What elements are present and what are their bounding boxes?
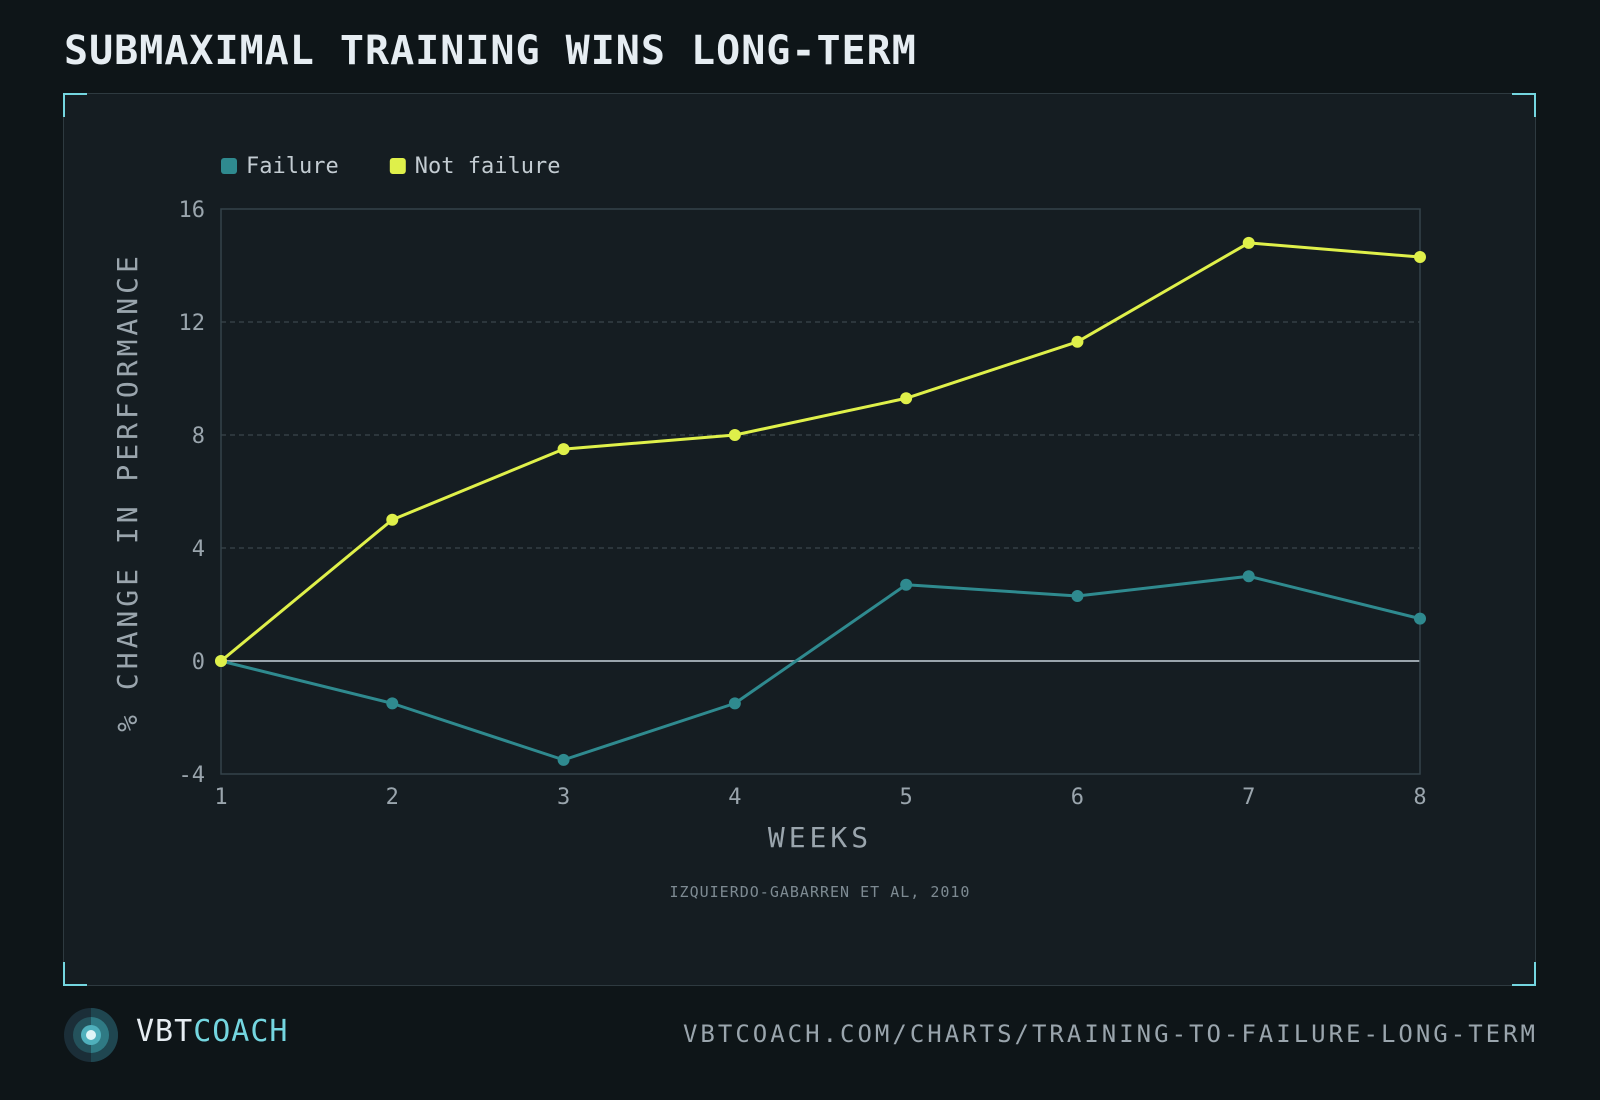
y-tick-label: 0 xyxy=(192,650,205,675)
y-tick-label: 8 xyxy=(192,424,205,449)
brand-name-part2: COACH xyxy=(193,1014,289,1049)
x-tick-label: 6 xyxy=(1071,785,1084,810)
x-axis-title: WEEKS xyxy=(768,821,872,854)
plot-frame xyxy=(220,208,1421,775)
data-point xyxy=(1071,335,1084,348)
x-tick-label: 5 xyxy=(900,785,913,810)
data-point xyxy=(557,753,570,766)
y-tick-label: 12 xyxy=(179,311,206,336)
chart-panel: Failure Not failure -4 0 4 8 12 16 1 2 3 4 5 6 7 8 WEE… xyxy=(63,93,1536,986)
series-line xyxy=(220,241,1421,663)
y-tick-label: 4 xyxy=(192,537,205,562)
data-point xyxy=(900,578,913,591)
data-point xyxy=(1242,236,1255,249)
chart-series xyxy=(215,236,1426,766)
data-point xyxy=(900,392,913,405)
data-point xyxy=(1414,251,1426,264)
legend-label: Failure xyxy=(246,154,339,179)
x-tick-label: 4 xyxy=(728,785,741,810)
y-axis-title: % CHANGE IN PERFORMANCE xyxy=(111,252,144,732)
source-citation: IZQUIERDO-GABARREN ET AL, 2010 xyxy=(670,883,971,901)
x-tick-label: 1 xyxy=(214,785,227,810)
x-tick-label: 8 xyxy=(1413,785,1426,810)
data-point xyxy=(1071,590,1084,603)
data-point xyxy=(215,655,227,667)
corner-bracket-bottom-left xyxy=(63,962,87,986)
vbtcoach-logo-icon xyxy=(64,1008,118,1062)
data-point xyxy=(728,429,741,441)
corner-bracket-bottom-right xyxy=(1512,962,1536,986)
data-point xyxy=(728,697,741,710)
data-point xyxy=(1414,612,1426,625)
data-point xyxy=(386,513,399,526)
y-tick-label: 16 xyxy=(179,198,206,223)
data-point xyxy=(557,443,570,456)
chart-gridlines xyxy=(221,321,1420,662)
data-point xyxy=(1242,570,1255,583)
legend-label: Not failure xyxy=(415,154,561,179)
footer-url: VBTCOACH.COM/CHARTS/TRAINING-TO-FAILURE-… xyxy=(682,1020,1538,1048)
series-line xyxy=(220,574,1421,762)
legend-swatch xyxy=(389,158,406,174)
corner-bracket-top-left xyxy=(63,93,87,117)
x-tick-label: 7 xyxy=(1242,785,1255,810)
page-title: SUBMAXIMAL TRAINING WINS LONG-TERM xyxy=(64,28,917,74)
x-tick-label: 2 xyxy=(386,785,399,810)
data-point xyxy=(386,697,399,710)
brand-name: VBTCOACH xyxy=(136,1014,289,1049)
corner-bracket-top-right xyxy=(1512,93,1536,117)
legend-swatch xyxy=(221,158,237,174)
x-tick-label: 3 xyxy=(557,785,570,810)
chart-legend: Failure Not failure xyxy=(221,154,561,179)
y-tick-label: -4 xyxy=(179,763,206,788)
brand-name-part1: VBT xyxy=(136,1014,194,1049)
